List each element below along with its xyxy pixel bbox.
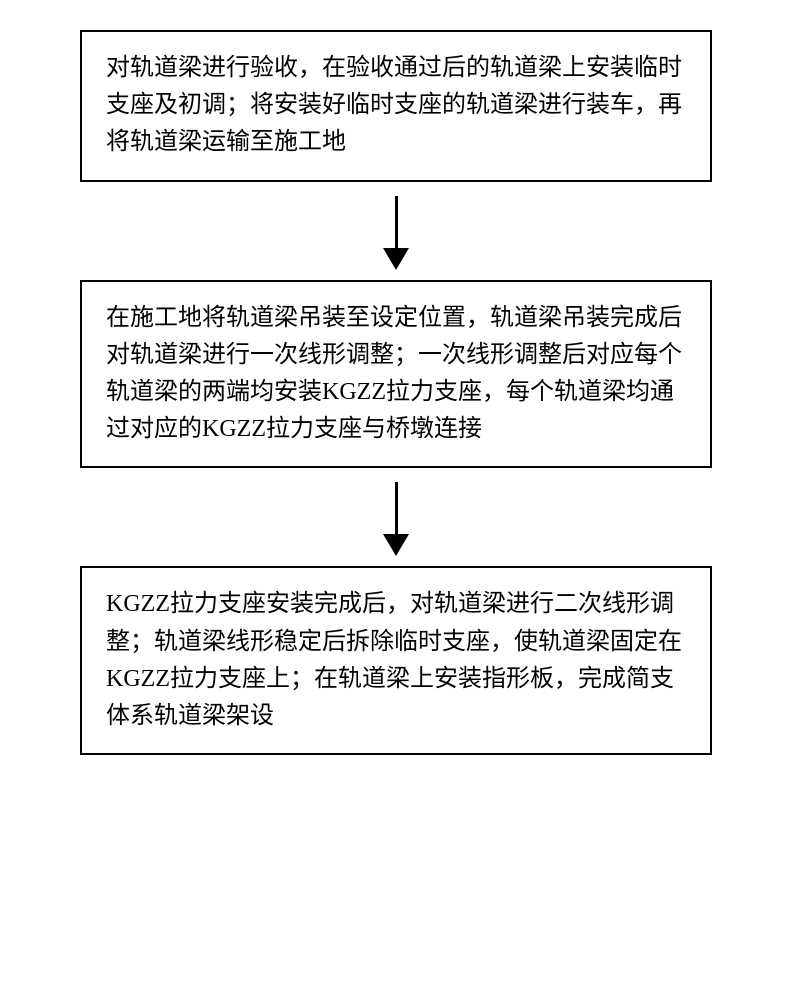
flow-step-3: KGZZ拉力支座安装完成后，对轨道梁进行二次线形调整；轨道梁线形稳定后拆除临时支… — [80, 566, 712, 755]
flow-step-3-text: KGZZ拉力支座安装完成后，对轨道梁进行二次线形调整；轨道梁线形稳定后拆除临时支… — [106, 591, 682, 729]
arrow-2 — [383, 482, 409, 556]
arrow-line-icon — [395, 482, 398, 534]
flow-step-1: 对轨道梁进行验收，在验收通过后的轨道梁上安装临时支座及初调；将安装好临时支座的轨… — [80, 30, 712, 182]
arrow-line-icon — [395, 196, 398, 248]
flow-step-2-text: 在施工地将轨道梁吊装至设定位置，轨道梁吊装完成后对轨道梁进行一次线形调整；一次线… — [106, 305, 682, 443]
arrow-head-icon — [383, 248, 409, 270]
arrow-1 — [383, 196, 409, 270]
flowchart-container: 对轨道梁进行验收，在验收通过后的轨道梁上安装临时支座及初调；将安装好临时支座的轨… — [80, 30, 712, 755]
arrow-head-icon — [383, 534, 409, 556]
flow-step-1-text: 对轨道梁进行验收，在验收通过后的轨道梁上安装临时支座及初调；将安装好临时支座的轨… — [106, 55, 682, 155]
flow-step-2: 在施工地将轨道梁吊装至设定位置，轨道梁吊装完成后对轨道梁进行一次线形调整；一次线… — [80, 280, 712, 469]
